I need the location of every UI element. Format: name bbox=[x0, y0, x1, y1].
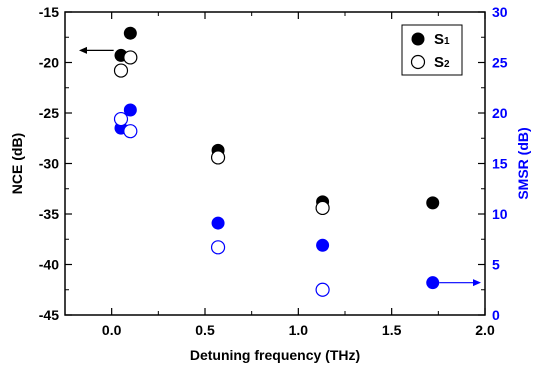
legend-label-s2-main: S bbox=[434, 54, 444, 71]
plot-marks bbox=[79, 26, 481, 297]
nce-s2-point bbox=[210, 150, 226, 165]
nce-s1-point bbox=[123, 26, 137, 40]
x-tick-label: 2.0 bbox=[475, 322, 495, 338]
nce-s1-point bbox=[426, 196, 440, 210]
legend-label-s1-sub: 1 bbox=[444, 36, 450, 47]
left-y-tick-label: -15 bbox=[39, 4, 59, 20]
smsr-s2-point bbox=[315, 282, 330, 297]
axis-ticks: 0.0 0.5 1.0 1.5 2.0-15-20-25-30-35-40-453025… bbox=[39, 4, 508, 338]
right-y-tick-label: 0 bbox=[492, 307, 500, 323]
smsr-s1-point bbox=[426, 276, 440, 290]
right-y-axis-title: SMSR (dB) bbox=[515, 127, 531, 199]
smsr-s1-point bbox=[211, 216, 225, 230]
x-axis-title: Detuning frequency (THz) bbox=[190, 347, 360, 363]
legend-label-s2: S2 bbox=[434, 54, 450, 71]
left-y-tick-label: -45 bbox=[39, 307, 59, 323]
nce-s2-point bbox=[123, 50, 138, 65]
left-y-tick-label: -40 bbox=[39, 257, 59, 273]
right-y-tick-label: 25 bbox=[492, 55, 508, 71]
legend-label-s1: S1 bbox=[434, 31, 450, 48]
left-y-axis-title: NCE (dB) bbox=[9, 133, 25, 194]
left-y-tick-label: -20 bbox=[39, 55, 59, 71]
left-y-tick-label: -35 bbox=[39, 206, 59, 222]
nce-s2-point bbox=[315, 200, 330, 216]
x-tick-label: 1.0 bbox=[289, 322, 309, 338]
legend-marker-open bbox=[410, 54, 426, 70]
right-y-tick-label: 20 bbox=[492, 105, 508, 121]
legend: S1 S2 bbox=[401, 24, 463, 76]
smsr-s1-point bbox=[316, 238, 330, 252]
left-y-tick-label: -30 bbox=[39, 156, 59, 172]
right-y-tick-label: 15 bbox=[492, 156, 508, 172]
x-tick-label: 0.0 bbox=[102, 322, 122, 338]
smsr-s2-point bbox=[123, 124, 138, 139]
legend-marker-filled bbox=[411, 32, 425, 46]
x-tick-label: 0.5 bbox=[195, 322, 215, 338]
x-tick-label: 1.5 bbox=[382, 322, 402, 338]
right-y-tick-label: 30 bbox=[492, 4, 508, 20]
smsr-s1-point bbox=[123, 103, 137, 117]
right-y-tick-label: 5 bbox=[492, 257, 500, 273]
legend-label-s2-sub: 2 bbox=[444, 59, 450, 70]
smsr-s2-point bbox=[113, 111, 129, 127]
right-axis-arrow-head bbox=[473, 279, 481, 287]
legend-label-s1-main: S bbox=[434, 31, 444, 48]
nce-s2-point bbox=[113, 63, 129, 78]
legend-box bbox=[401, 24, 463, 76]
smsr-s2-point bbox=[210, 240, 226, 255]
right-y-tick-label: 10 bbox=[492, 206, 508, 222]
left-axis-arrow-head bbox=[79, 46, 87, 54]
left-y-tick-label: -25 bbox=[39, 105, 59, 121]
